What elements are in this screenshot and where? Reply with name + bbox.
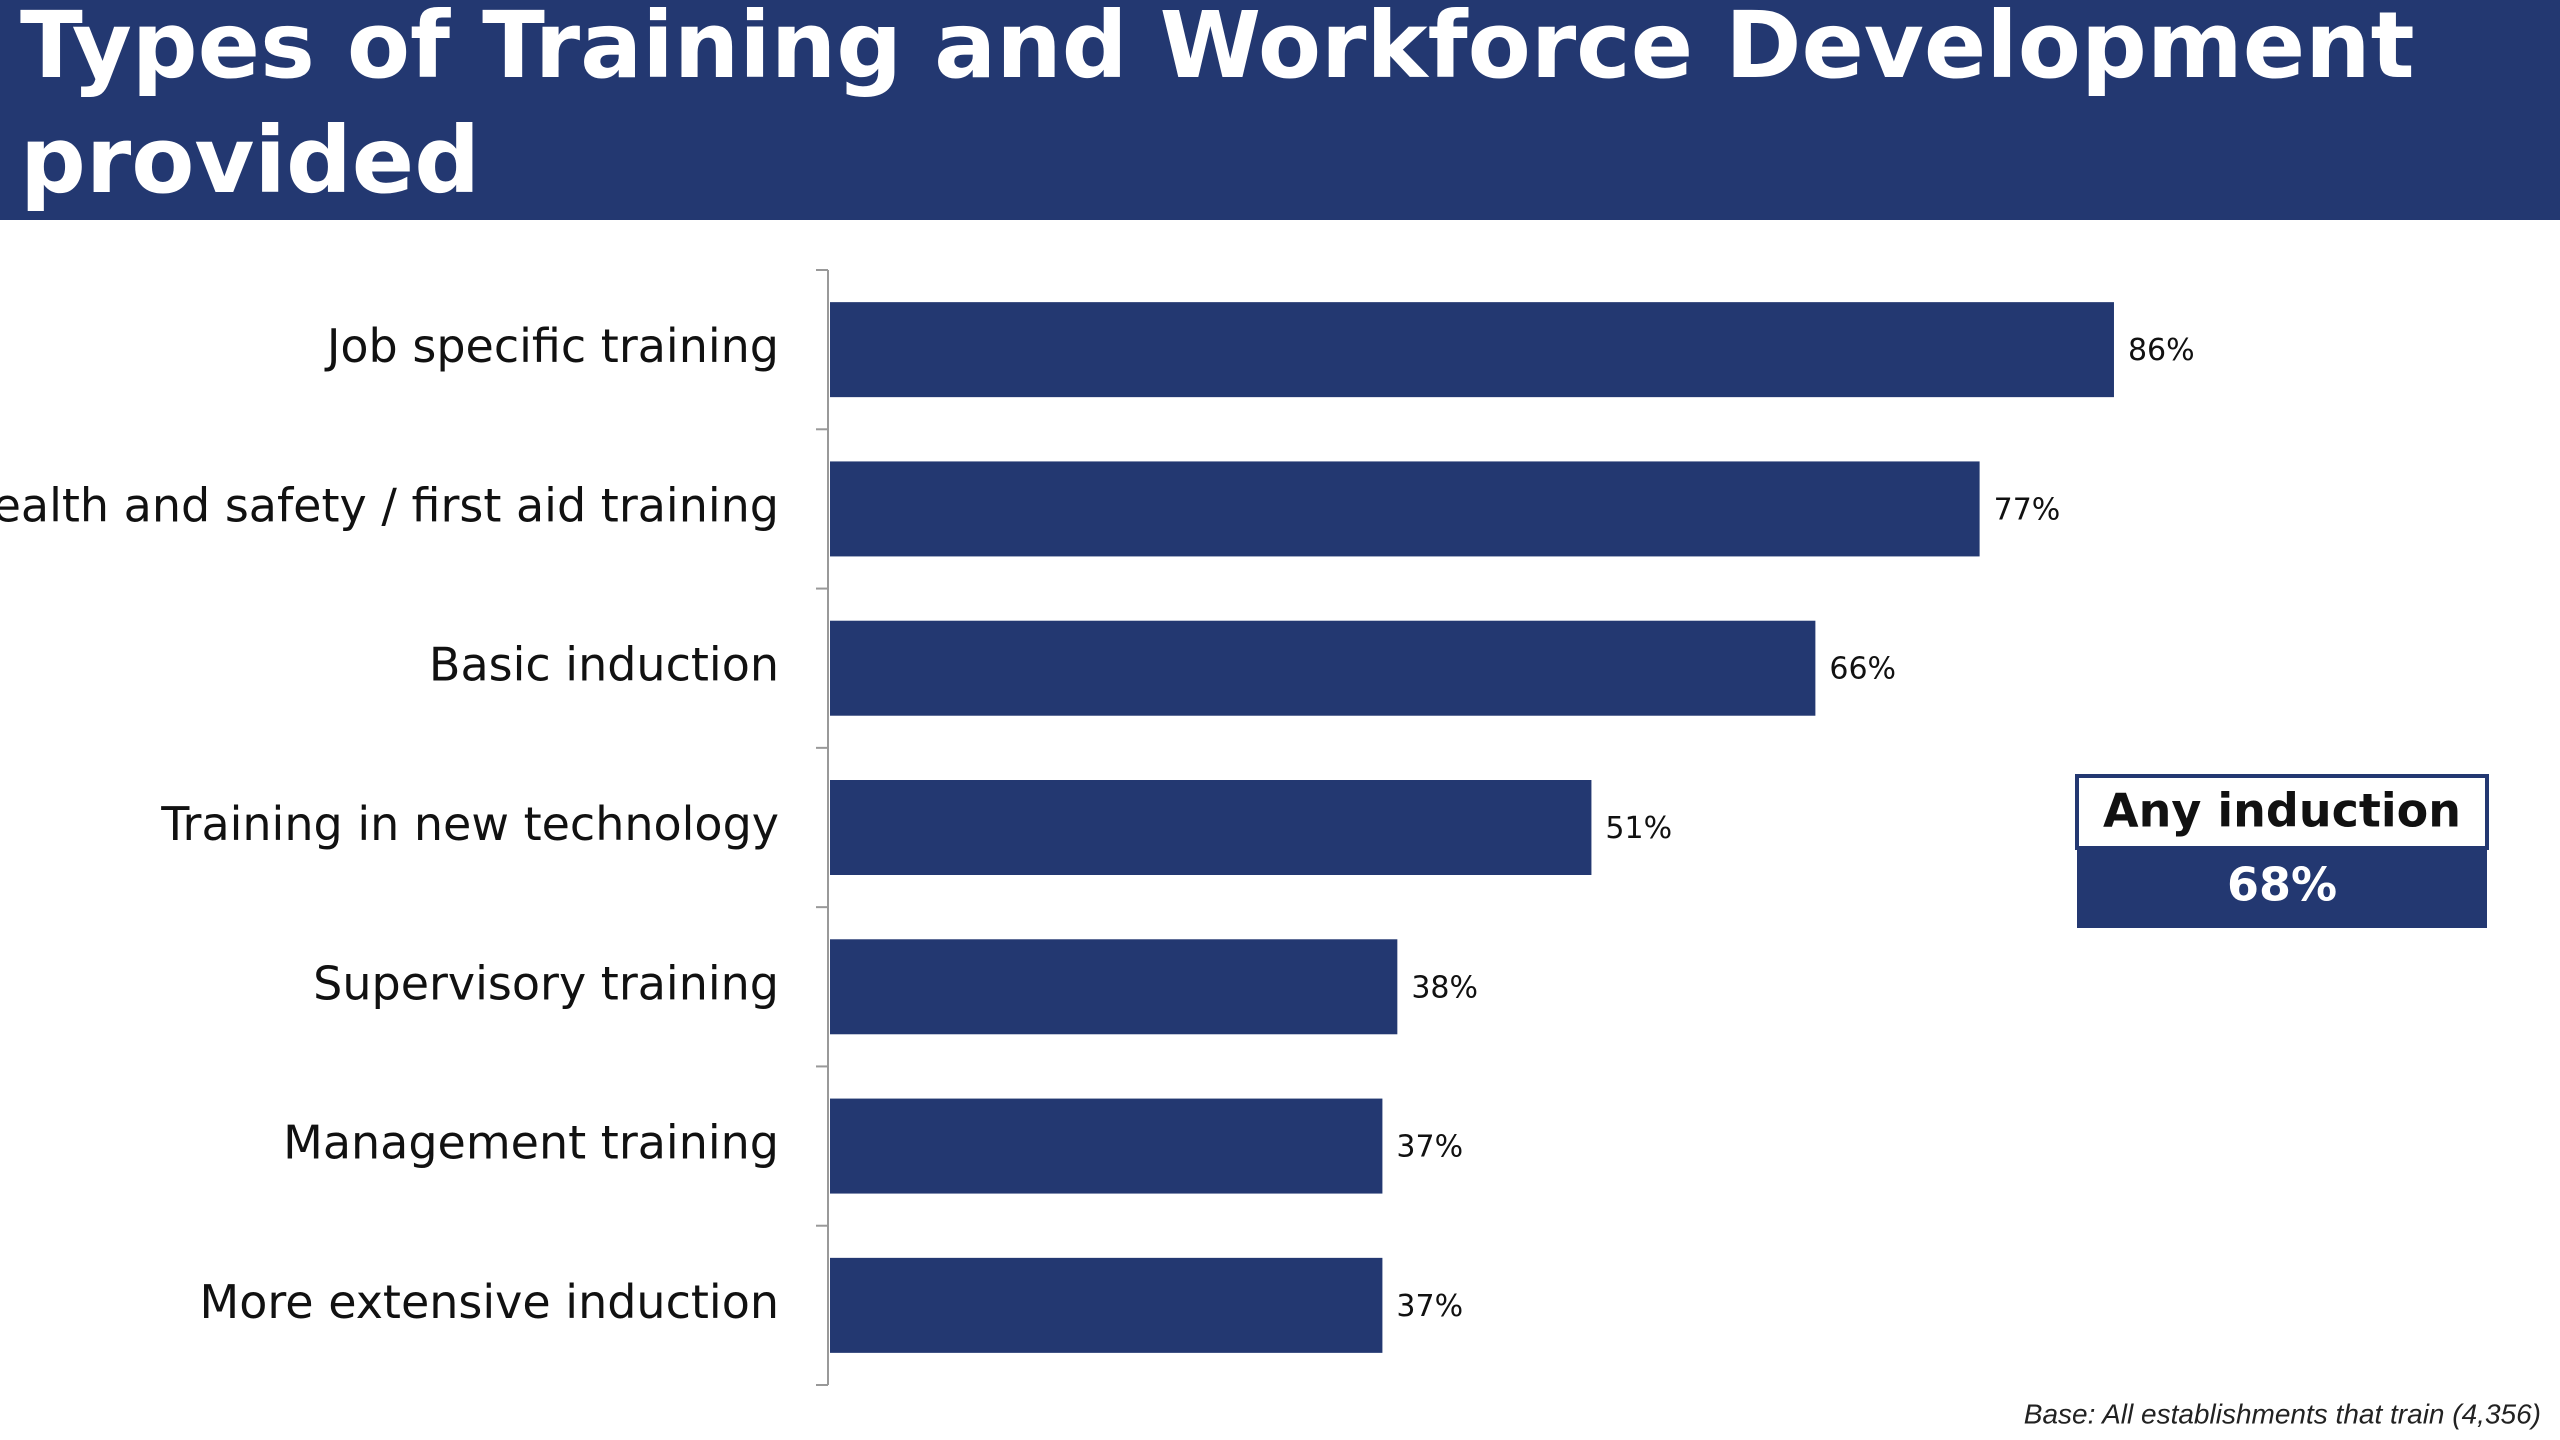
- bar: [830, 620, 1816, 716]
- value-label: 37%: [1396, 1130, 1463, 1165]
- callout-header: [2075, 774, 2489, 850]
- bar: [830, 939, 1398, 1035]
- category-label: Supervisory training: [313, 956, 779, 1010]
- value-label: 66%: [1829, 652, 1896, 687]
- callout-label: Any induction: [2103, 784, 2461, 838]
- base-note: Base: All establishments that train (4,3…: [2024, 1398, 2541, 1429]
- bar: [830, 1257, 1383, 1353]
- category-label: Management training: [283, 1116, 779, 1170]
- title-bar: [0, 0, 2560, 220]
- category-label: More extensive induction: [200, 1275, 779, 1329]
- bar: [830, 461, 1980, 557]
- category-label: Training in new technology: [160, 797, 779, 851]
- bar: [830, 780, 1592, 875]
- callout-value: 68%: [2227, 858, 2337, 912]
- bar: [830, 302, 2114, 398]
- value-label: 38%: [1411, 970, 1478, 1005]
- category-label: Health and safety / first aid training: [0, 478, 779, 532]
- chart-title: Types of Training and Workforce Developm…: [20, 0, 2415, 214]
- value-label: 37%: [1396, 1289, 1463, 1324]
- bar: [830, 1098, 1383, 1194]
- category-label: Basic induction: [429, 638, 779, 692]
- category-label: Job specific training: [324, 319, 779, 373]
- value-label: 86%: [2128, 333, 2195, 368]
- value-label: 51%: [1605, 811, 1672, 846]
- callout-value-box: [2077, 848, 2487, 928]
- value-label: 77%: [1994, 492, 2061, 527]
